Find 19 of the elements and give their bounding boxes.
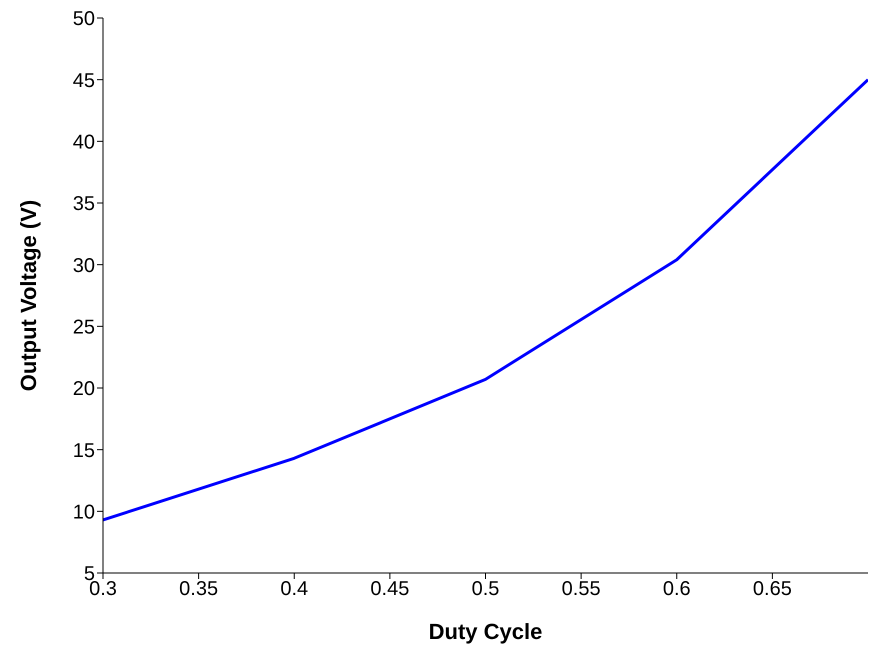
x-tick-label: 0.6	[662, 578, 691, 600]
y-tick-label: 20	[72, 378, 95, 400]
y-axis-title: Output Voltage (V)	[16, 200, 41, 392]
x-tick-label: 0.35	[179, 578, 218, 600]
y-tick-label: 45	[72, 70, 95, 92]
x-tick-label: 0.45	[370, 578, 410, 600]
x-tick-label: 0.65	[752, 578, 792, 600]
y-tick-label: 25	[72, 316, 95, 338]
y-tick-label: 10	[72, 501, 95, 524]
y-tick-label: 30	[72, 254, 95, 277]
y-tick-label: 40	[72, 131, 95, 154]
x-axis-title: Duty Cycle	[428, 619, 542, 644]
y-tick-label: 35	[72, 193, 95, 216]
y-tick-label: 50	[72, 8, 95, 30]
y-tick-label: 15	[72, 440, 95, 462]
x-tick-label: 0.4	[280, 578, 308, 600]
x-tick-label: 0.5	[472, 578, 500, 600]
line-series	[103, 78, 868, 522]
x-tick-label: 0.55	[562, 578, 601, 600]
